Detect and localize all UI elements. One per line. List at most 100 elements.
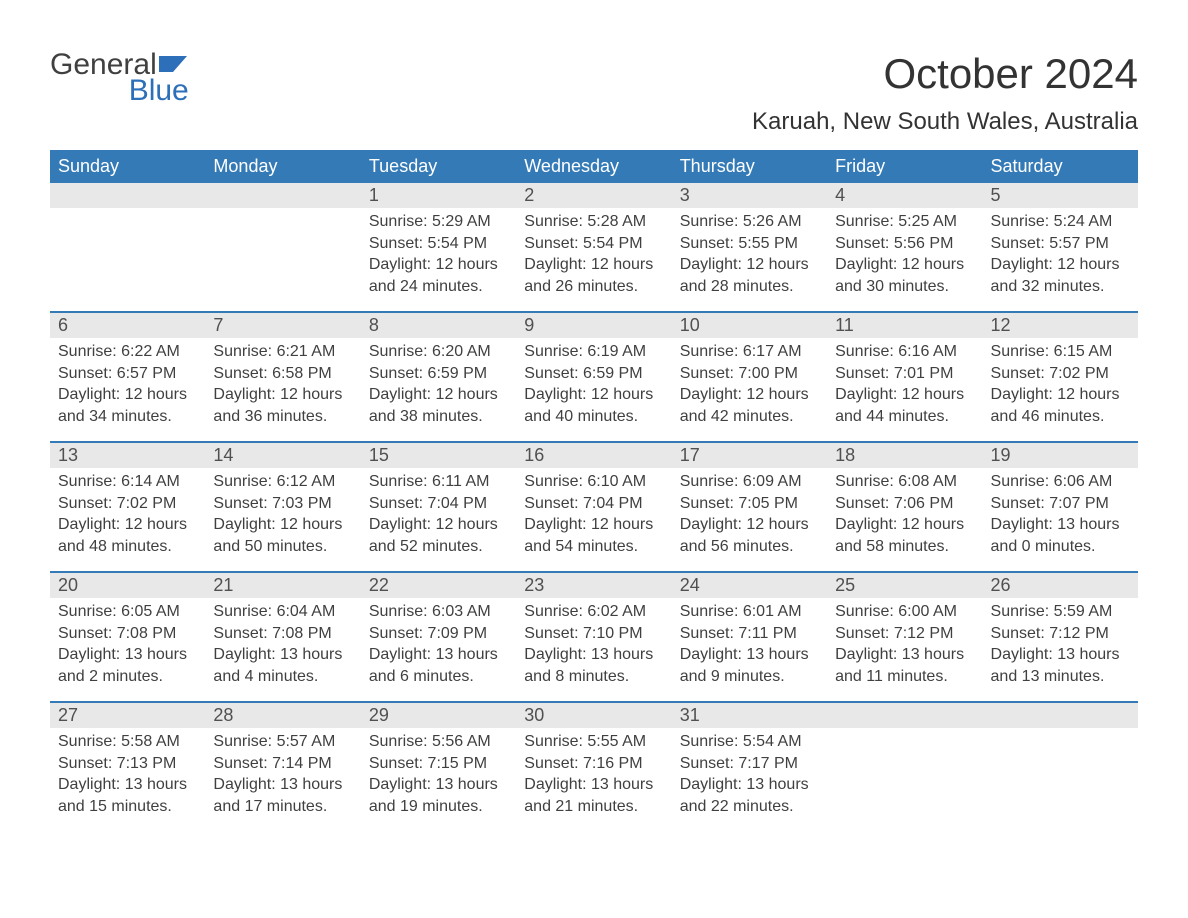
day-detail: Sunrise: 6:08 AMSunset: 7:06 PMDaylight:… — [827, 468, 982, 557]
day-number: 1 — [361, 183, 516, 208]
day-number: 31 — [672, 703, 827, 728]
sunrise-line: Sunrise: 6:01 AM — [680, 601, 819, 623]
calendar-week: 13Sunrise: 6:14 AMSunset: 7:02 PMDayligh… — [50, 441, 1138, 571]
sunrise-line: Sunrise: 5:24 AM — [991, 211, 1130, 233]
sunrise-line: Sunrise: 5:29 AM — [369, 211, 508, 233]
day-number: 24 — [672, 573, 827, 598]
day-detail: Sunrise: 5:25 AMSunset: 5:56 PMDaylight:… — [827, 208, 982, 297]
day-number: 17 — [672, 443, 827, 468]
day-detail: Sunrise: 5:55 AMSunset: 7:16 PMDaylight:… — [516, 728, 671, 817]
calendar-cell — [827, 703, 982, 831]
sunset-line: Sunset: 7:04 PM — [524, 493, 663, 515]
sunset-line: Sunset: 7:16 PM — [524, 753, 663, 775]
sunset-line: Sunset: 7:01 PM — [835, 363, 974, 385]
daylight-line: Daylight: 12 hours and 30 minutes. — [835, 254, 974, 297]
calendar-cell — [205, 183, 360, 311]
day-detail: Sunrise: 6:05 AMSunset: 7:08 PMDaylight:… — [50, 598, 205, 687]
sunset-line: Sunset: 6:59 PM — [524, 363, 663, 385]
sunrise-line: Sunrise: 5:58 AM — [58, 731, 197, 753]
weekday-header: Thursday — [672, 150, 827, 183]
daylight-line: Daylight: 12 hours and 46 minutes. — [991, 384, 1130, 427]
calendar-cell: 8Sunrise: 6:20 AMSunset: 6:59 PMDaylight… — [361, 313, 516, 441]
day-detail: Sunrise: 5:57 AMSunset: 7:14 PMDaylight:… — [205, 728, 360, 817]
sunrise-line: Sunrise: 5:57 AM — [213, 731, 352, 753]
day-number: 27 — [50, 703, 205, 728]
day-number: 5 — [983, 183, 1138, 208]
daylight-line: Daylight: 12 hours and 54 minutes. — [524, 514, 663, 557]
sunrise-line: Sunrise: 6:06 AM — [991, 471, 1130, 493]
sunrise-line: Sunrise: 6:10 AM — [524, 471, 663, 493]
weekday-header-row: Sunday Monday Tuesday Wednesday Thursday… — [50, 150, 1138, 183]
sunset-line: Sunset: 5:55 PM — [680, 233, 819, 255]
calendar-cell: 14Sunrise: 6:12 AMSunset: 7:03 PMDayligh… — [205, 443, 360, 571]
calendar-cell: 22Sunrise: 6:03 AMSunset: 7:09 PMDayligh… — [361, 573, 516, 701]
sunrise-line: Sunrise: 6:00 AM — [835, 601, 974, 623]
day-detail: Sunrise: 5:29 AMSunset: 5:54 PMDaylight:… — [361, 208, 516, 297]
day-number — [983, 703, 1138, 728]
day-number: 3 — [672, 183, 827, 208]
day-number: 25 — [827, 573, 982, 598]
calendar-cell: 13Sunrise: 6:14 AMSunset: 7:02 PMDayligh… — [50, 443, 205, 571]
location-subtitle: Karuah, New South Wales, Australia — [752, 108, 1138, 136]
calendar-cell: 11Sunrise: 6:16 AMSunset: 7:01 PMDayligh… — [827, 313, 982, 441]
day-number: 26 — [983, 573, 1138, 598]
calendar-week: 1Sunrise: 5:29 AMSunset: 5:54 PMDaylight… — [50, 183, 1138, 311]
sunrise-line: Sunrise: 6:11 AM — [369, 471, 508, 493]
day-detail: Sunrise: 6:01 AMSunset: 7:11 PMDaylight:… — [672, 598, 827, 687]
calendar-cell — [983, 703, 1138, 831]
day-number: 21 — [205, 573, 360, 598]
day-detail: Sunrise: 6:20 AMSunset: 6:59 PMDaylight:… — [361, 338, 516, 427]
calendar-cell: 19Sunrise: 6:06 AMSunset: 7:07 PMDayligh… — [983, 443, 1138, 571]
sunrise-line: Sunrise: 6:17 AM — [680, 341, 819, 363]
day-detail: Sunrise: 6:17 AMSunset: 7:00 PMDaylight:… — [672, 338, 827, 427]
sunrise-line: Sunrise: 6:21 AM — [213, 341, 352, 363]
daylight-line: Daylight: 12 hours and 58 minutes. — [835, 514, 974, 557]
sunset-line: Sunset: 7:13 PM — [58, 753, 197, 775]
sunset-line: Sunset: 7:09 PM — [369, 623, 508, 645]
day-detail: Sunrise: 6:10 AMSunset: 7:04 PMDaylight:… — [516, 468, 671, 557]
sunrise-line: Sunrise: 6:04 AM — [213, 601, 352, 623]
calendar-cell: 5Sunrise: 5:24 AMSunset: 5:57 PMDaylight… — [983, 183, 1138, 311]
calendar-cell: 15Sunrise: 6:11 AMSunset: 7:04 PMDayligh… — [361, 443, 516, 571]
calendar-cell: 12Sunrise: 6:15 AMSunset: 7:02 PMDayligh… — [983, 313, 1138, 441]
day-number: 22 — [361, 573, 516, 598]
daylight-line: Daylight: 12 hours and 44 minutes. — [835, 384, 974, 427]
daylight-line: Daylight: 12 hours and 28 minutes. — [680, 254, 819, 297]
calendar-cell: 17Sunrise: 6:09 AMSunset: 7:05 PMDayligh… — [672, 443, 827, 571]
sunrise-line: Sunrise: 6:14 AM — [58, 471, 197, 493]
day-number: 4 — [827, 183, 982, 208]
sunset-line: Sunset: 7:17 PM — [680, 753, 819, 775]
day-number — [205, 183, 360, 208]
day-number: 8 — [361, 313, 516, 338]
daylight-line: Daylight: 13 hours and 17 minutes. — [213, 774, 352, 817]
day-detail: Sunrise: 6:00 AMSunset: 7:12 PMDaylight:… — [827, 598, 982, 687]
logo: General Blue — [50, 50, 189, 106]
sunset-line: Sunset: 7:15 PM — [369, 753, 508, 775]
calendar-cell — [50, 183, 205, 311]
title-block: October 2024 Karuah, New South Wales, Au… — [752, 50, 1138, 136]
sunrise-line: Sunrise: 6:03 AM — [369, 601, 508, 623]
sunset-line: Sunset: 7:12 PM — [835, 623, 974, 645]
calendar-cell: 21Sunrise: 6:04 AMSunset: 7:08 PMDayligh… — [205, 573, 360, 701]
day-number: 12 — [983, 313, 1138, 338]
calendar-cell: 4Sunrise: 5:25 AMSunset: 5:56 PMDaylight… — [827, 183, 982, 311]
day-detail: Sunrise: 6:19 AMSunset: 6:59 PMDaylight:… — [516, 338, 671, 427]
sunrise-line: Sunrise: 6:19 AM — [524, 341, 663, 363]
sunset-line: Sunset: 5:54 PM — [524, 233, 663, 255]
day-number: 28 — [205, 703, 360, 728]
day-number: 10 — [672, 313, 827, 338]
day-detail: Sunrise: 6:02 AMSunset: 7:10 PMDaylight:… — [516, 598, 671, 687]
daylight-line: Daylight: 12 hours and 48 minutes. — [58, 514, 197, 557]
sunset-line: Sunset: 7:06 PM — [835, 493, 974, 515]
daylight-line: Daylight: 12 hours and 32 minutes. — [991, 254, 1130, 297]
day-detail: Sunrise: 6:21 AMSunset: 6:58 PMDaylight:… — [205, 338, 360, 427]
sunrise-line: Sunrise: 6:15 AM — [991, 341, 1130, 363]
calendar-week: 6Sunrise: 6:22 AMSunset: 6:57 PMDaylight… — [50, 311, 1138, 441]
calendar-cell: 26Sunrise: 5:59 AMSunset: 7:12 PMDayligh… — [983, 573, 1138, 701]
daylight-line: Daylight: 12 hours and 40 minutes. — [524, 384, 663, 427]
sunrise-line: Sunrise: 5:55 AM — [524, 731, 663, 753]
calendar-cell: 25Sunrise: 6:00 AMSunset: 7:12 PMDayligh… — [827, 573, 982, 701]
sunset-line: Sunset: 7:05 PM — [680, 493, 819, 515]
sunrise-line: Sunrise: 6:08 AM — [835, 471, 974, 493]
calendar-cell: 10Sunrise: 6:17 AMSunset: 7:00 PMDayligh… — [672, 313, 827, 441]
